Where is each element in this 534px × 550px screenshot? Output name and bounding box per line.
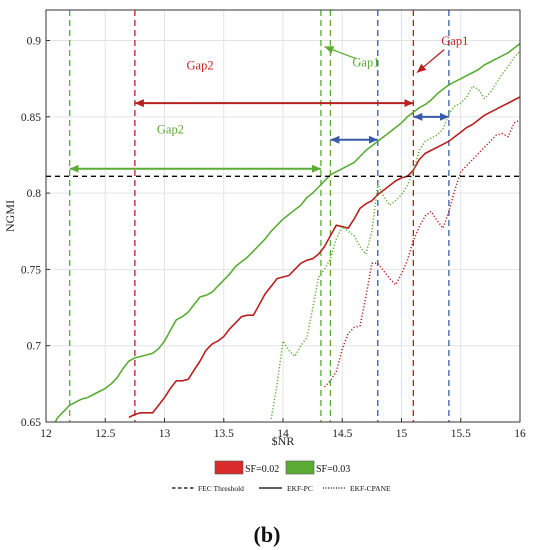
x-tick-label: 16 [514,428,526,440]
gap1-red-pointer [416,49,445,74]
series-line-1 [54,42,520,422]
x-tick-label: 12 [40,428,52,440]
legend-swatch-sf002 [214,460,244,475]
figure-caption: (b) [0,522,534,548]
legend-label-sf002: SF=0.02 [245,464,279,475]
annotations: Gap2 Gap1 Gap2 Gap1 [157,34,468,137]
legend-label-fec: FEC Threshold [198,484,244,493]
legend-label-ekfpc: EKF-PC [287,484,313,493]
y-tick-label: 0.85 [21,112,41,124]
x-tick-label: 13 [159,428,171,440]
x-axis-label: $NR [272,434,295,448]
series-line-3 [270,50,520,420]
chart: 0.65 0.7 0.75 0.8 0.85 0.9 12 12.5 13 13.5 14 14.5… [3,9,526,493]
y-axis-label: NGMI [3,200,17,232]
y-tick-label: 0.75 [21,264,41,276]
gap-annotation: Gap2 [187,59,214,73]
x-tick-label: 15.5 [451,428,471,440]
y-tick-label: 0.65 [21,417,41,429]
series-lines [54,42,520,422]
x-tick-label: 15 [396,428,408,440]
series-line-2 [323,119,520,388]
plot-frame [45,9,521,423]
gap-annotation: Gap2 [157,123,184,137]
vertical-markers [69,10,450,422]
x-tick-label: 14.5 [332,428,352,440]
gap-annotation: Gap1 [441,34,468,48]
legend: SF=0.02 SF=0.03 FEC Threshold EKF-PC EKF-CPA… [172,460,391,493]
legend-label-sf003: SF=0.03 [316,464,350,475]
y-tick-label: 0.9 [27,36,42,48]
y-tick-label: 0.8 [27,188,42,200]
x-ticks: 12 12.5 13 13.5 14 14.5 15 15.5 16 [40,418,526,440]
series-line-0 [128,96,520,419]
legend-swatch-sf003 [285,460,315,475]
gap1-green-pointer [324,46,357,60]
gap-arrows [69,46,449,173]
caption-text: (b) [253,522,281,547]
legend-label-ekfcpane: EKF-CPANE [350,484,391,493]
y-ticks: 0.65 0.7 0.75 0.8 0.85 0.9 [21,36,50,429]
y-tick-label: 0.7 [27,341,42,353]
x-tick-label: 13.5 [214,428,234,440]
x-tick-label: 12.5 [95,428,115,440]
x-tick-label: 14 [277,428,289,440]
gap-annotation: Gap1 [352,55,379,69]
